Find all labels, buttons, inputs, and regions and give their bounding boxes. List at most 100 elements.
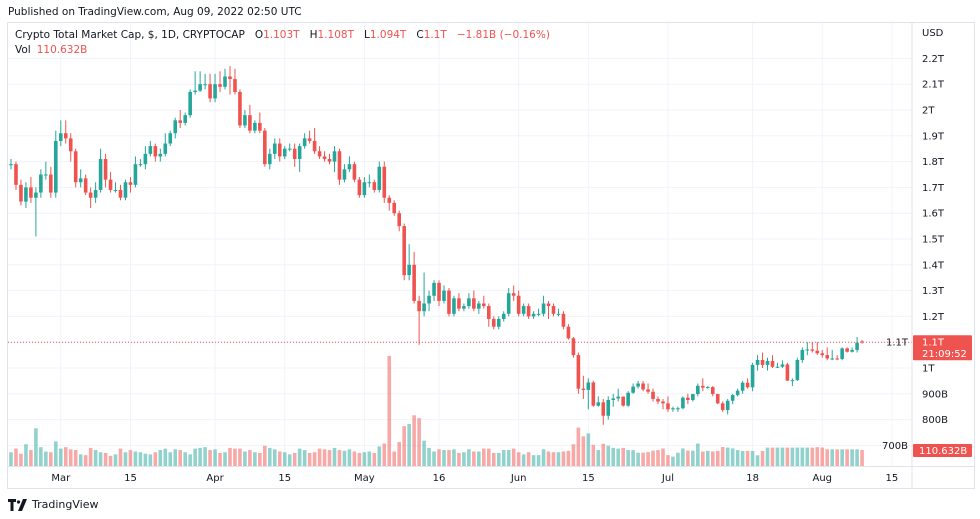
candle-body [551, 306, 556, 314]
candle-body [825, 355, 830, 359]
candle-body [422, 303, 426, 312]
candle-body [815, 350, 820, 354]
volume-bar [631, 450, 635, 466]
candle-body [83, 178, 88, 193]
candle-body [39, 174, 43, 193]
candle-body [158, 153, 163, 157]
volume-bar [472, 451, 476, 466]
volume-bar [506, 450, 511, 466]
tradingview-logo[interactable]: TradingView [8, 498, 98, 511]
volume-bar [148, 454, 153, 466]
volume-bar [676, 452, 680, 466]
candle-body [720, 403, 725, 411]
volume-bar [402, 426, 406, 466]
candle-body [153, 146, 158, 157]
volume-bar [501, 450, 506, 466]
price-tick-label: 800B [922, 415, 948, 426]
candle-body [282, 148, 287, 157]
volume-bar [78, 454, 83, 466]
volume-bar [825, 449, 830, 466]
candle-body [516, 295, 521, 314]
candle-body [287, 148, 292, 150]
candle-body [392, 202, 397, 214]
candle-body [556, 313, 561, 315]
candle-body [581, 388, 586, 390]
candle-body [248, 115, 252, 131]
candle-body [432, 282, 436, 296]
candle-body [755, 360, 760, 365]
volume-bar [516, 452, 521, 466]
volume-bar [168, 452, 173, 466]
candle-body [621, 396, 625, 406]
volume-bar [666, 455, 670, 466]
candle-body [53, 140, 58, 193]
candle-body [636, 383, 640, 387]
candle-body [98, 159, 103, 190]
candle-body [228, 76, 232, 80]
candle-body [775, 366, 780, 368]
candle-body [78, 178, 83, 183]
volume-bar [19, 453, 23, 466]
candle-body [725, 400, 730, 411]
candle-body [213, 84, 217, 99]
volume-bar [790, 447, 795, 466]
volume-bar [58, 448, 63, 466]
volume-bar [347, 449, 352, 466]
candle-body [34, 192, 38, 198]
volume-bar [49, 452, 53, 466]
volume-bar [760, 450, 765, 466]
volume-bar [14, 448, 18, 466]
volume-bar [367, 451, 372, 466]
volume-bar [133, 451, 138, 466]
volume-bar [193, 448, 197, 466]
volume-bar [531, 455, 536, 466]
high-value: 1.108T [317, 29, 354, 41]
price-tick-label: 700B [882, 441, 908, 452]
volume-legend: Vol 110.632B [15, 44, 87, 56]
candle-body [372, 182, 377, 190]
candle-body [482, 303, 486, 307]
candle-body [402, 226, 406, 276]
volume-bar [292, 452, 297, 466]
volume-bar [188, 454, 192, 466]
candle-body [596, 402, 601, 406]
volume-bar [457, 452, 461, 466]
candle-body [143, 153, 148, 165]
candle-body [198, 84, 202, 91]
candle-body [44, 174, 48, 176]
candle-body [467, 298, 471, 307]
current-price-tag [913, 335, 972, 361]
volume-bar [740, 450, 745, 466]
volume-bar [213, 449, 217, 466]
price-tick-label: 1.3T [922, 286, 945, 297]
volume-bar [551, 452, 556, 466]
volume-bar [735, 450, 740, 466]
volume-bar [362, 452, 367, 466]
price-tick-label: 1T [922, 364, 935, 375]
volume-bar [616, 448, 620, 466]
candle-body [407, 264, 411, 276]
time-tick-label: Apr [206, 473, 224, 484]
volume-bar [855, 449, 859, 466]
volume-bar [268, 447, 272, 466]
volume-bar [108, 455, 113, 466]
candle-body [730, 395, 735, 401]
volume-bar [586, 433, 591, 466]
volume-bar [302, 450, 307, 466]
candle-body [651, 391, 655, 399]
volume-bar [651, 450, 655, 466]
volume-bar [277, 451, 282, 466]
candle-body [740, 382, 745, 391]
price-tick-label: 2.2T [922, 54, 945, 65]
candle-body [696, 385, 700, 395]
volume-bar [332, 447, 337, 466]
volume-bar [392, 451, 397, 466]
axes: 2.2T 2.1T 2T 1.9T 1.8T 1.7T 1.6T 1.5T 1.4T 1.3T 1.… [8, 23, 975, 488]
volume-bar [840, 449, 844, 466]
candle-body [541, 303, 546, 314]
candle-body [272, 143, 277, 154]
volume-bar [491, 452, 496, 466]
candle-body [571, 338, 576, 356]
symbol-legend: Crypto Total Market Cap, $, 1D, CRYPTOCA… [15, 29, 550, 41]
